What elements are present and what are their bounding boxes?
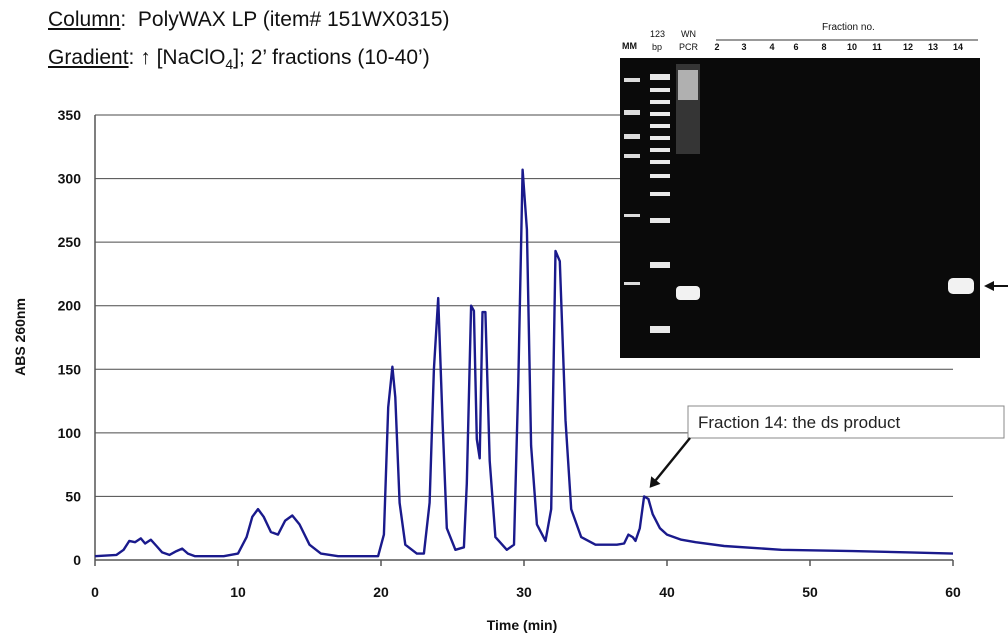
gradient-label: Gradient (48, 46, 129, 69)
fraction-lane-label: 8 (821, 42, 826, 52)
y-axis-label: ABS 260nm (12, 298, 28, 376)
fraction-lane-label: 13 (928, 42, 938, 52)
callout-box (687, 405, 1005, 439)
y-tick-label: 250 (58, 234, 82, 250)
mm-marker-bands (624, 78, 640, 285)
lane-label-wn-bottom: PCR (679, 42, 699, 52)
gradient-reagent-subscript: 4 (225, 56, 234, 73)
gel-image (620, 58, 980, 358)
fraction-lane-label: 10 (847, 42, 857, 52)
y-tick-labels: 0 50 100 150 200 250 300 350 (58, 107, 82, 568)
absorbance-trace (94, 168, 954, 558)
gradient-info: Gradient: ↑ [NaClO4]; 2’ fractions (10-4… (48, 46, 430, 73)
lane-label-wn-top: WN (681, 29, 696, 39)
x-tick-label: 50 (802, 584, 818, 600)
callout-arrow (654, 437, 691, 481)
y-tick-label: 50 (65, 488, 81, 504)
fraction-14-band (948, 278, 974, 294)
x-tick-marks (94, 560, 954, 566)
gradient-fractions: ]; 2’ fractions (10-40’) (233, 46, 430, 69)
y-tick-label: 0 (73, 552, 81, 568)
x-axis-label: Time (min) (487, 617, 558, 633)
fraction-14-callout: Fraction 14: the ds product (649, 405, 1005, 488)
column-info: Column: PolyWAX LP (item# 151WX0315) (48, 8, 450, 31)
x-tick-label: 60 (945, 584, 961, 600)
lane-label-123-bottom: bp (652, 42, 662, 52)
gradient-reagent: [NaClO (156, 46, 226, 69)
gel-inset: Fraction no. MM 123 bp WN PCR 2 3 4 6 8 10 11 1… (620, 22, 1008, 358)
callout-arrowhead (649, 476, 661, 488)
pcr-wells-glow (678, 70, 698, 100)
lane-label-123-top: 123 (650, 29, 665, 39)
ladder-bands (650, 74, 670, 333)
y-tick-label: 200 (58, 298, 82, 314)
fraction-lane-label: 11 (872, 42, 882, 52)
x-tick-labels: 0 10 20 30 40 50 60 (91, 584, 961, 600)
y-tick-label: 100 (58, 425, 82, 441)
x-tick-label: 20 (373, 584, 389, 600)
x-tick-label: 0 (91, 584, 99, 600)
fraction-header-label: Fraction no. (822, 22, 875, 33)
x-tick-label: 40 (659, 584, 675, 600)
y-tick-label: 150 (58, 361, 82, 377)
lane-label-mm: MM (622, 41, 637, 51)
fraction-lane-label: 4 (769, 42, 774, 52)
fraction-lane-label: 6 (793, 42, 798, 52)
column-value: PolyWAX LP (item# 151WX0315) (137, 8, 450, 31)
fraction-lane-label: 3 (741, 42, 746, 52)
y-tick-label: 350 (58, 107, 82, 123)
x-tick-label: 30 (516, 584, 532, 600)
column-label: Column (48, 8, 121, 31)
x-tick-label: 10 (230, 584, 246, 600)
pcr-product-band (676, 286, 700, 300)
band-pointer-arrowhead (984, 281, 994, 291)
fraction-lane-label: 12 (903, 42, 913, 52)
callout-text: Fraction 14: the ds product (698, 413, 901, 432)
y-tick-label: 300 (58, 171, 82, 187)
up-arrow-icon: ↑ (140, 46, 151, 69)
fraction-lane-label: 2 (714, 42, 719, 52)
fraction-lane-labels: 2 3 4 6 8 10 11 12 13 14 (714, 42, 963, 52)
fraction-lane-label: 14 (953, 42, 963, 52)
